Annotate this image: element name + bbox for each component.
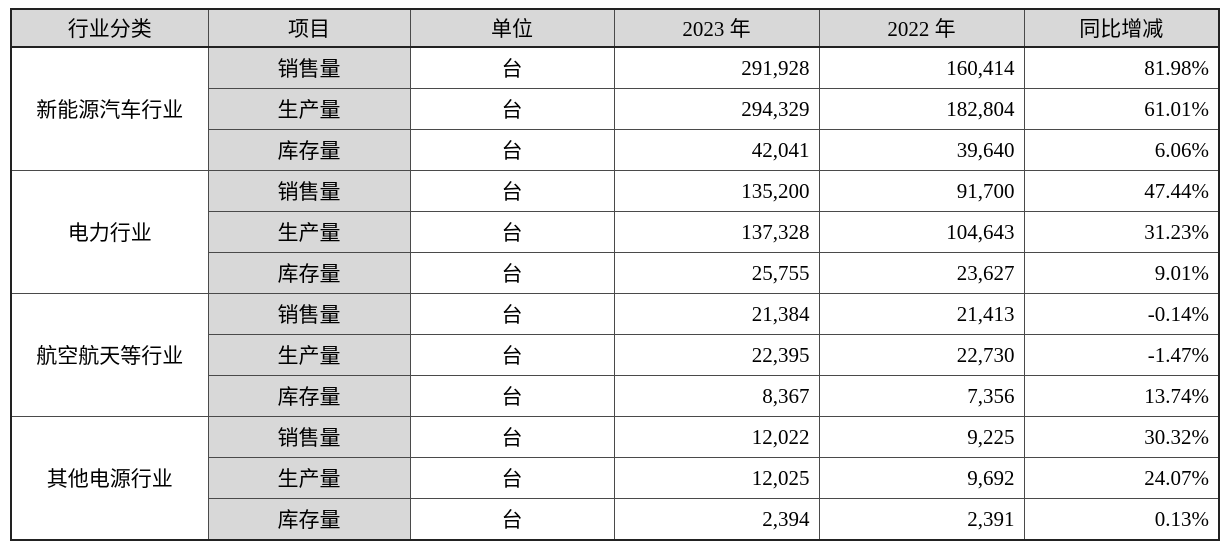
value-2023-cell: 2,394 xyxy=(613,498,820,541)
value-2022-cell: 2,391 xyxy=(818,498,1025,541)
value-2022-cell: 104,643 xyxy=(818,211,1025,253)
unit-cell: 台 xyxy=(409,170,615,212)
industry-cell: 其他电源行业 xyxy=(10,416,209,541)
item-cell: 销售量 xyxy=(207,46,411,89)
item-cell: 库存量 xyxy=(207,129,411,171)
yoy-cell: 61.01% xyxy=(1023,88,1220,130)
unit-cell: 台 xyxy=(409,46,615,89)
table-row: 生产量 台 137,328 104,643 31.23% xyxy=(11,211,1220,253)
industry-cell: 新能源汽车行业 xyxy=(10,46,209,171)
unit-cell: 台 xyxy=(409,375,615,417)
value-2022-cell: 9,692 xyxy=(818,457,1025,499)
unit-cell: 台 xyxy=(409,457,615,499)
table-row: 库存量 台 8,367 7,356 13.74% xyxy=(11,375,1220,417)
item-cell: 销售量 xyxy=(207,170,411,212)
unit-cell: 台 xyxy=(409,129,615,171)
table-row: 库存量 台 42,041 39,640 6.06% xyxy=(11,129,1220,171)
unit-cell: 台 xyxy=(409,88,615,130)
item-cell: 生产量 xyxy=(207,88,411,130)
item-cell: 库存量 xyxy=(207,375,411,417)
yoy-cell: 30.32% xyxy=(1023,416,1220,458)
table-row: 其他电源行业 销售量 台 12,022 9,225 30.32% xyxy=(10,416,1220,541)
yoy-cell: 6.06% xyxy=(1023,129,1220,171)
table-row: 库存量 台 25,755 23,627 9.01% xyxy=(11,252,1220,294)
value-2023-cell: 22,395 xyxy=(613,334,820,376)
value-2022-cell: 7,356 xyxy=(818,375,1025,417)
item-cell: 生产量 xyxy=(207,334,411,376)
value-2022-cell: 22,730 xyxy=(818,334,1025,376)
unit-cell: 台 xyxy=(409,498,615,541)
table-row: 生产量 台 12,025 9,692 24.07% xyxy=(11,457,1220,499)
yoy-cell: 24.07% xyxy=(1023,457,1220,499)
item-cell: 生产量 xyxy=(207,211,411,253)
value-2022-cell: 182,804 xyxy=(818,88,1025,130)
value-2022-cell: 21,413 xyxy=(818,293,1025,335)
value-2023-cell: 25,755 xyxy=(613,252,820,294)
value-2022-cell: 91,700 xyxy=(818,170,1025,212)
industry-cell: 航空航天等行业 xyxy=(10,293,209,417)
table-row: 库存量 台 2,394 2,391 0.13% xyxy=(11,498,1220,541)
yoy-cell: 13.74% xyxy=(1023,375,1220,417)
item-cell: 库存量 xyxy=(207,252,411,294)
column-header-unit: 单位 xyxy=(409,8,615,48)
value-2023-cell: 21,384 xyxy=(613,293,820,335)
unit-cell: 台 xyxy=(409,334,615,376)
unit-cell: 台 xyxy=(409,252,615,294)
header-row: 行业分类 项目 单位 2023 年 2022 年 同比增减 xyxy=(10,8,1220,48)
column-header-2022: 2022 年 xyxy=(818,8,1025,48)
value-2022-cell: 9,225 xyxy=(818,416,1025,458)
column-header-industry: 行业分类 xyxy=(10,8,209,48)
item-cell: 销售量 xyxy=(207,293,411,335)
industry-production-sales-table: 行业分类 项目 单位 2023 年 2022 年 同比增减 新能源汽车行业 销售… xyxy=(10,8,1220,541)
yoy-cell: -0.14% xyxy=(1023,293,1220,335)
unit-cell: 台 xyxy=(409,211,615,253)
table-row: 航空航天等行业 销售量 台 21,384 21,413 -0.14% xyxy=(10,293,1220,417)
yoy-cell: -1.47% xyxy=(1023,334,1220,376)
industry-cell: 电力行业 xyxy=(10,170,209,294)
value-2023-cell: 12,022 xyxy=(613,416,820,458)
yoy-cell: 9.01% xyxy=(1023,252,1220,294)
value-2023-cell: 135,200 xyxy=(613,170,820,212)
item-cell: 生产量 xyxy=(207,457,411,499)
table-row: 生产量 台 294,329 182,804 61.01% xyxy=(11,88,1220,130)
value-2023-cell: 137,328 xyxy=(613,211,820,253)
table-row: 新能源汽车行业 销售量 台 291,928 160,414 81.98% xyxy=(10,46,1220,171)
yoy-cell: 0.13% xyxy=(1023,498,1220,541)
value-2022-cell: 23,627 xyxy=(818,252,1025,294)
value-2023-cell: 42,041 xyxy=(613,129,820,171)
item-cell: 销售量 xyxy=(207,416,411,458)
item-cell: 库存量 xyxy=(207,498,411,541)
value-2022-cell: 39,640 xyxy=(818,129,1025,171)
column-header-2023: 2023 年 xyxy=(613,8,820,48)
table-row: 电力行业 销售量 台 135,200 91,700 47.44% xyxy=(10,170,1220,294)
value-2023-cell: 291,928 xyxy=(613,46,820,89)
value-2023-cell: 8,367 xyxy=(613,375,820,417)
report-table-container: 行业分类 项目 单位 2023 年 2022 年 同比增减 新能源汽车行业 销售… xyxy=(10,8,1220,541)
unit-cell: 台 xyxy=(409,416,615,458)
value-2022-cell: 160,414 xyxy=(818,46,1025,89)
column-header-item: 项目 xyxy=(207,8,411,48)
value-2023-cell: 12,025 xyxy=(613,457,820,499)
value-2023-cell: 294,329 xyxy=(613,88,820,130)
column-header-yoy: 同比增减 xyxy=(1023,8,1220,48)
yoy-cell: 31.23% xyxy=(1023,211,1220,253)
unit-cell: 台 xyxy=(409,293,615,335)
yoy-cell: 47.44% xyxy=(1023,170,1220,212)
yoy-cell: 81.98% xyxy=(1023,46,1220,89)
